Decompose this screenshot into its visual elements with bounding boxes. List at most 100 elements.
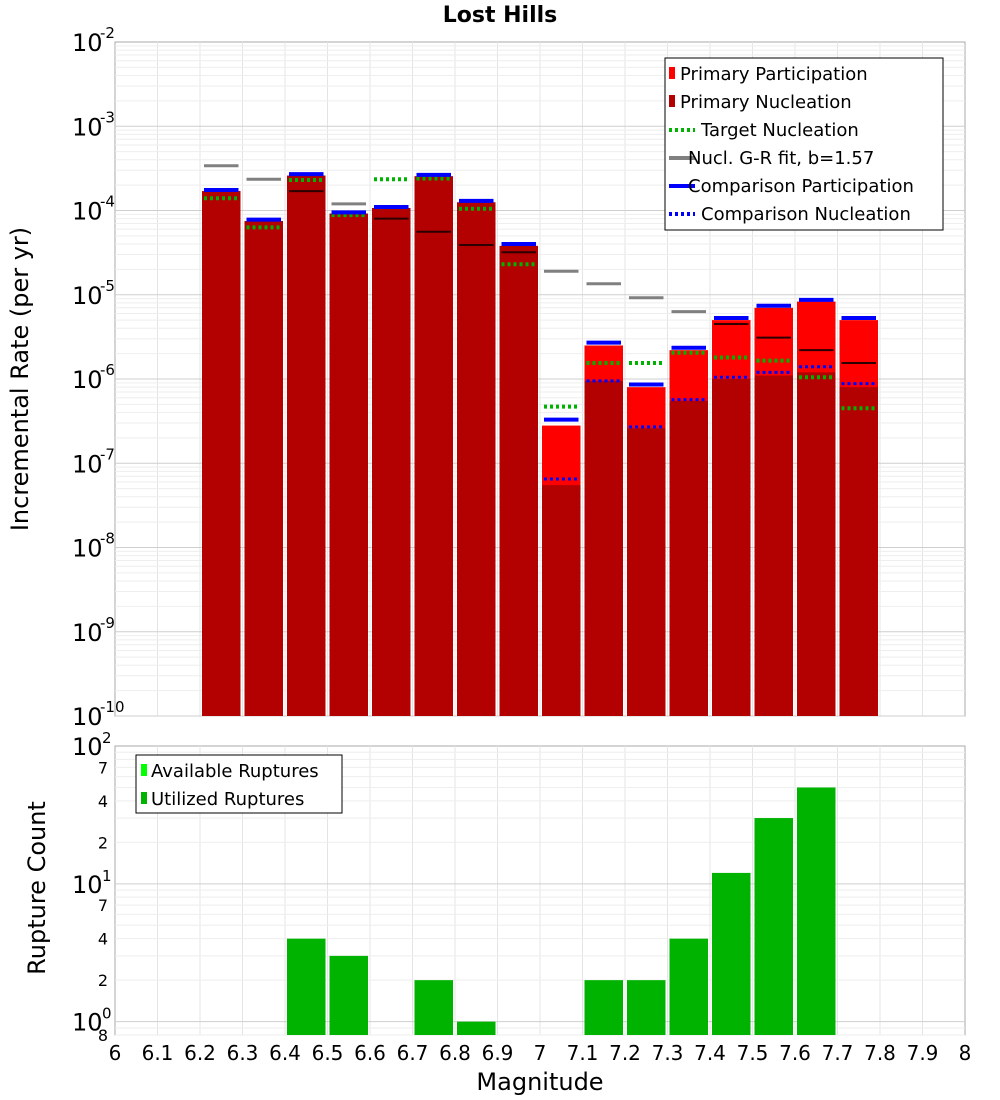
- count-y-tick-exponent: 1: [102, 867, 112, 885]
- utilized-ruptures-bar: [669, 938, 708, 1035]
- utilized-ruptures-bar: [329, 955, 368, 1035]
- count-y-minor-tick: 7: [98, 896, 108, 915]
- legend-label-nucl-g-r-fit-b-1-57: Nucl. G-R fit, b=1.57: [688, 148, 874, 169]
- magnitude-tick-label: 6.8: [439, 1041, 471, 1065]
- magnitude-tick-label: 6.2: [184, 1041, 216, 1065]
- magnitude-tick-label: 6.1: [142, 1041, 174, 1065]
- primary-nucleation-bar: [244, 221, 283, 716]
- magnitude-tick-label: 8: [959, 1041, 972, 1065]
- count-y-minor-tick: 2: [98, 971, 108, 990]
- utilized-ruptures-bar: [627, 980, 666, 1035]
- magnitude-tick-label: 7.5: [737, 1041, 769, 1065]
- primary-nucleation-bar: [712, 379, 751, 716]
- count-bars: [287, 787, 836, 1035]
- magnitude-tick-label: 6.6: [354, 1041, 386, 1065]
- utilized-ruptures-bar: [457, 1021, 496, 1035]
- rate-y-tick-labels: 10-210-310-410-510-610-710-810-910-10: [72, 24, 125, 731]
- magnitude-tick-label: 6: [109, 1041, 122, 1065]
- count-y-tick-base: 10: [72, 871, 103, 899]
- primary-nucleation-bar: [457, 202, 496, 716]
- rate-y-axis-label: Incremental Rate (per yr): [6, 227, 34, 531]
- count-y-minor-tick: 7: [98, 758, 108, 777]
- rate-legend: Primary Participation Primary Nucleation T…: [664, 57, 944, 231]
- count-y-tick-exponent: 2: [102, 729, 112, 747]
- magnitude-tick-label: 7.2: [609, 1041, 641, 1065]
- legend-label-comparison-participation: Comparison Participation: [688, 176, 914, 197]
- count-y-minor-tick: 4: [98, 792, 108, 811]
- utilized-ruptures-bar: [584, 980, 623, 1035]
- legend-label-primary-participation: Primary Participation: [680, 64, 868, 85]
- legend-swatch-primary-nucleation: [669, 95, 675, 107]
- magnitude-tick-label: 7.9: [907, 1041, 939, 1065]
- rate-y-tick-exponent: -8: [100, 530, 115, 548]
- magnitude-tick-label: 7.6: [779, 1041, 811, 1065]
- chart-title: Lost Hills: [443, 3, 558, 28]
- legend-label-available-ruptures: Available Ruptures: [151, 761, 319, 782]
- count-y-tick-base: 10: [72, 1009, 103, 1037]
- rate-y-tick-base: 10: [72, 619, 103, 647]
- count-y-minor-tick: 2: [98, 833, 108, 852]
- rate-y-tick-exponent: -6: [100, 361, 115, 379]
- magnitude-tick-label: 7: [534, 1041, 547, 1065]
- rate-y-tick-base: 10: [72, 29, 103, 57]
- primary-nucleation-bar: [627, 428, 666, 716]
- utilized-ruptures-bar: [414, 980, 453, 1035]
- legend-swatch-available-ruptures: [141, 764, 147, 776]
- rate-y-tick-exponent: -7: [100, 445, 115, 463]
- count-y-minor-tick: 8: [98, 1026, 108, 1045]
- magnitude-axis-label: Magnitude: [476, 1068, 603, 1096]
- rate-legend-box: [664, 57, 944, 231]
- utilized-ruptures-bar: [712, 872, 751, 1035]
- magnitude-tick-label: 6.3: [227, 1041, 259, 1065]
- primary-nucleation-bar: [754, 375, 793, 716]
- rate-y-tick-base: 10: [72, 535, 103, 563]
- primary-nucleation-bar: [372, 208, 411, 716]
- magnitude-tick-label: 6.4: [269, 1041, 301, 1065]
- rate-y-tick-exponent: -4: [100, 193, 115, 211]
- rate-y-tick-base: 10: [72, 282, 103, 310]
- primary-nucleation-bar: [202, 191, 241, 717]
- magnitude-tick-label: 7.8: [864, 1041, 896, 1065]
- magnitude-tick-label: 7.3: [652, 1041, 684, 1065]
- count-y-tick-exponent: 0: [102, 1005, 112, 1023]
- rate-y-tick-exponent: -5: [100, 277, 115, 295]
- utilized-ruptures-bar: [797, 787, 836, 1035]
- primary-nucleation-bar: [669, 400, 708, 716]
- legend-label-target-nucleation: Target Nucleation: [700, 120, 859, 141]
- legend-label-utilized-ruptures: Utilized Ruptures: [151, 789, 304, 810]
- primary-nucleation-bar: [839, 387, 878, 716]
- primary-nucleation-bar: [797, 372, 836, 716]
- primary-nucleation-bar: [584, 380, 623, 716]
- magnitude-tick-label: 6.9: [482, 1041, 514, 1065]
- count-legend: Available Ruptures Utilized Ruptures: [135, 754, 343, 814]
- magnitude-tick-label: 7.7: [822, 1041, 854, 1065]
- utilized-ruptures-bar: [754, 818, 793, 1035]
- rate-y-tick-exponent: -10: [100, 698, 125, 716]
- utilized-ruptures-bar: [287, 938, 326, 1035]
- legend-label-primary-nucleation: Primary Nucleation: [680, 92, 852, 113]
- rate-y-tick-base: 10: [72, 450, 103, 478]
- count-y-minor-tick: 4: [98, 930, 108, 949]
- count-legend-box: [135, 754, 343, 814]
- magnitude-tick-label: 7.4: [694, 1041, 726, 1065]
- rate-plot: 10-210-310-410-510-610-710-810-910-10 Pr…: [72, 24, 966, 731]
- rate-y-tick-base: 10: [72, 198, 103, 226]
- primary-nucleation-bar: [414, 176, 453, 716]
- rate-y-tick-exponent: -2: [100, 24, 115, 42]
- legend-label-comparison-nucleation: Comparison Nucleation: [701, 204, 911, 225]
- rate-y-tick-base: 10: [72, 113, 103, 141]
- rate-y-tick-base: 10: [72, 366, 103, 394]
- rate-marks: [204, 164, 876, 481]
- primary-nucleation-bar: [542, 485, 581, 716]
- rate-bars: [202, 175, 878, 717]
- count-y-axis-label: Rupture Count: [23, 801, 51, 975]
- primary-nucleation-bar: [499, 245, 538, 716]
- count-y-tick-base: 10: [72, 733, 103, 761]
- rate-y-tick-exponent: -9: [100, 614, 115, 632]
- magnitude-tick-label: 6.7: [397, 1041, 429, 1065]
- rate-y-tick-base: 10: [72, 703, 103, 731]
- rate-y-tick-exponent: -3: [100, 108, 115, 126]
- count-x-tick-labels: 6 6.1 6.2 6.3 6.4 6.5 6.6 6.7 6.8 6.9 7 7.1 7.2 7.3 7.…: [109, 1041, 972, 1065]
